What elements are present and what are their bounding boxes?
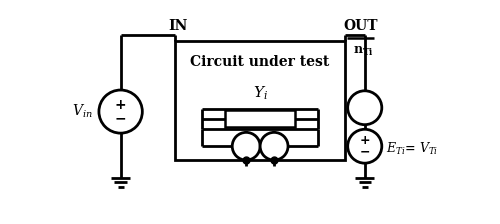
Circle shape (348, 129, 382, 163)
Text: OUT: OUT (344, 19, 378, 33)
Text: Circuit under test: Circuit under test (190, 55, 330, 69)
Circle shape (260, 132, 288, 160)
Text: $E_{Ti}$= $V_{Ti}$: $E_{Ti}$= $V_{Ti}$ (386, 141, 438, 157)
Text: −: − (115, 112, 126, 125)
Text: $\mathbf{n}_{\mathbf{Ti}}$: $\mathbf{n}_{\mathbf{Ti}}$ (353, 45, 374, 58)
Text: IN: IN (168, 19, 188, 33)
Text: $Y_i$: $Y_i$ (252, 84, 268, 102)
Circle shape (348, 91, 382, 125)
Circle shape (232, 132, 260, 160)
Text: $V_{in}$: $V_{in}$ (72, 103, 92, 120)
Circle shape (99, 90, 142, 133)
Bar (225, 110, 295, 127)
Bar (175, 41, 346, 160)
Text: −: − (360, 146, 370, 159)
Text: +: + (360, 134, 370, 147)
Text: +: + (115, 98, 126, 112)
